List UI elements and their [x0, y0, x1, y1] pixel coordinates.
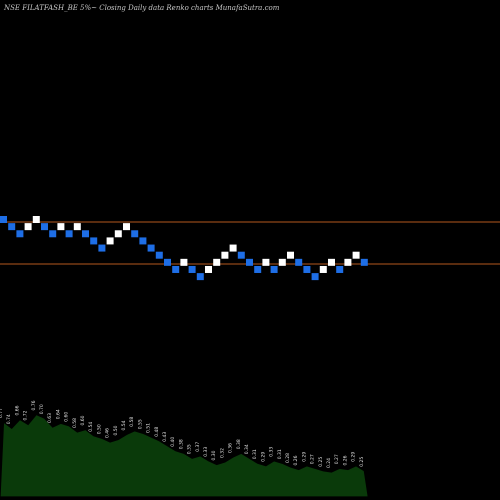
up-brick: [32, 216, 40, 223]
volume-label: 0.50: [113, 425, 119, 435]
down-brick: [41, 223, 48, 231]
volume-label: 0.30: [211, 450, 217, 460]
volume-area: [0, 413, 369, 498]
down-brick: [311, 273, 319, 281]
up-brick: [205, 265, 212, 273]
volume-labels: 0.770.740.66 0.720.76 0.700.63 0.64 0.600.58…: [0, 400, 365, 468]
volume-label: 0.25: [318, 457, 324, 467]
volume-label: 0.54: [121, 420, 127, 430]
volume-label: 0.70: [39, 404, 45, 414]
up-brick: [328, 258, 335, 266]
volume-label: 0.25: [359, 457, 365, 467]
volume-label: 0.58: [72, 418, 78, 428]
down-brick: [270, 265, 278, 273]
volume-label: 0.58: [129, 417, 135, 427]
up-brick: [213, 258, 221, 266]
up-brick: [24, 223, 32, 231]
up-brick: [229, 244, 237, 252]
down-brick: [49, 230, 57, 238]
up-brick: [287, 251, 294, 259]
volume-label: 0.48: [154, 427, 160, 437]
down-brick: [139, 237, 147, 245]
volume-label: 0.34: [244, 444, 250, 454]
up-brick: [73, 223, 81, 231]
volume-label: 0.33: [269, 447, 275, 457]
volume-label: 0.54: [88, 422, 94, 432]
down-brick: [246, 258, 253, 266]
volume-label: 0.36: [228, 443, 234, 453]
down-brick: [188, 265, 196, 273]
volume-label: 0.27: [334, 454, 340, 464]
volume-label: 0.29: [260, 452, 266, 462]
up-brick: [114, 230, 122, 238]
volume-label: 0.28: [285, 453, 291, 463]
down-brick: [82, 230, 89, 238]
volume-label: 0.32: [219, 448, 225, 458]
down-brick: [254, 265, 262, 273]
volume-label: 0.66: [14, 405, 20, 415]
down-brick: [90, 237, 98, 245]
volume-label: 0.38: [236, 439, 242, 449]
down-brick: [360, 258, 368, 266]
down-brick: [0, 216, 7, 223]
volume-label: 0.76: [31, 400, 37, 410]
up-brick: [57, 223, 65, 231]
up-brick: [278, 258, 286, 266]
down-brick: [196, 273, 204, 281]
volume-label: 0.24: [326, 458, 332, 468]
down-brick: [164, 258, 171, 266]
volume-label: 0.31: [277, 449, 283, 459]
volume-label: 0.63: [47, 413, 53, 423]
down-brick: [8, 223, 16, 231]
down-brick: [16, 230, 24, 238]
volume-label: 0.46: [105, 428, 111, 438]
down-brick: [98, 244, 106, 252]
volume-label: 0.26: [342, 455, 348, 465]
volume-label: 0.40: [170, 437, 176, 447]
volume-label: 0.50: [96, 424, 102, 434]
renko-bricks: [0, 216, 368, 281]
volume-label: 0.38: [178, 439, 184, 449]
volume-label: 0.60: [64, 412, 70, 422]
volume-label: 0.35: [187, 444, 193, 454]
chart-title: NSE FILATFASH_BE 5%~ Closing Daily data …: [3, 4, 280, 12]
volume-label: 0.55: [137, 419, 143, 429]
volume-label: 0.26: [293, 455, 299, 465]
down-brick: [65, 230, 73, 238]
volume-label: 0.27: [310, 454, 316, 464]
down-brick: [155, 251, 163, 259]
volume-label: 0.33: [203, 447, 209, 457]
volume-label: 0.31: [252, 449, 258, 459]
down-brick: [172, 265, 180, 273]
volume-label: 0.29: [301, 452, 307, 462]
volume-area-path: [0, 413, 369, 498]
down-brick: [295, 258, 303, 266]
up-brick: [221, 251, 229, 259]
up-brick: [344, 258, 352, 266]
volume-label: 0.72: [23, 410, 29, 420]
down-brick: [237, 251, 245, 259]
volume-label: 0.37: [195, 442, 201, 452]
up-brick: [262, 258, 270, 266]
volume-label: 0.64: [55, 409, 61, 419]
down-brick: [147, 244, 155, 252]
down-brick: [336, 265, 344, 273]
volume-label: 0.29: [351, 452, 357, 462]
down-brick: [131, 230, 139, 238]
up-brick: [352, 251, 360, 259]
up-brick: [319, 265, 327, 273]
volume-label: 0.51: [146, 423, 152, 433]
volume-label: 0.74: [6, 414, 12, 424]
up-brick: [106, 237, 114, 245]
up-brick: [123, 223, 130, 231]
down-brick: [303, 265, 311, 273]
up-brick: [180, 258, 188, 266]
volume-label: 0.43: [162, 432, 168, 442]
volume-label: 0.60: [80, 415, 86, 425]
volume-label: 0.77: [0, 408, 4, 418]
